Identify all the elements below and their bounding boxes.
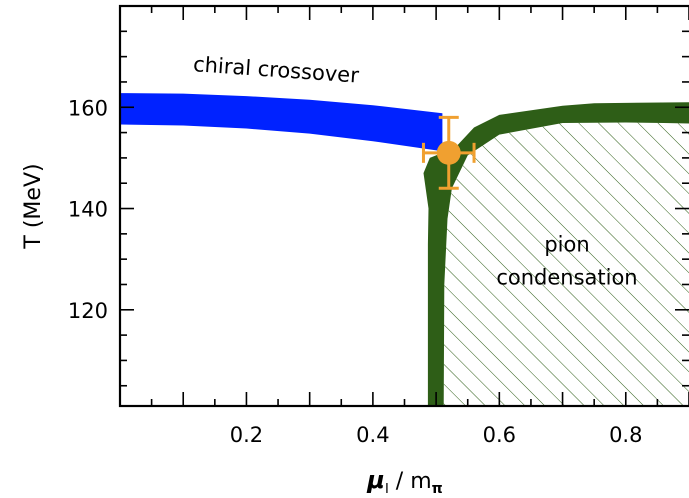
x-tick-label: 0.2 (230, 423, 263, 447)
axes-frame (118, 4, 689, 408)
x-tick-label: 0.8 (609, 423, 642, 447)
axes (118, 4, 689, 408)
plot-area (120, 93, 689, 406)
data-point-group (421, 115, 476, 190)
y-tick-label: 140 (68, 198, 108, 222)
x-tick-label: 0.4 (356, 423, 389, 447)
series-hatch-pion-condensation (443, 122, 689, 406)
y-axis-title: T (MeV) (21, 163, 46, 249)
annotation-label: pion (544, 233, 589, 257)
y-tick-label: 160 (68, 96, 108, 120)
annotation-label: condensation (496, 265, 637, 289)
data-point-marker (436, 140, 461, 165)
y-tick-label: 120 (68, 299, 108, 323)
x-tick-label: 0.6 (483, 423, 516, 447)
x-axis-title: μI / mπ (366, 466, 442, 497)
series-band-chiral-crossover (120, 93, 443, 152)
